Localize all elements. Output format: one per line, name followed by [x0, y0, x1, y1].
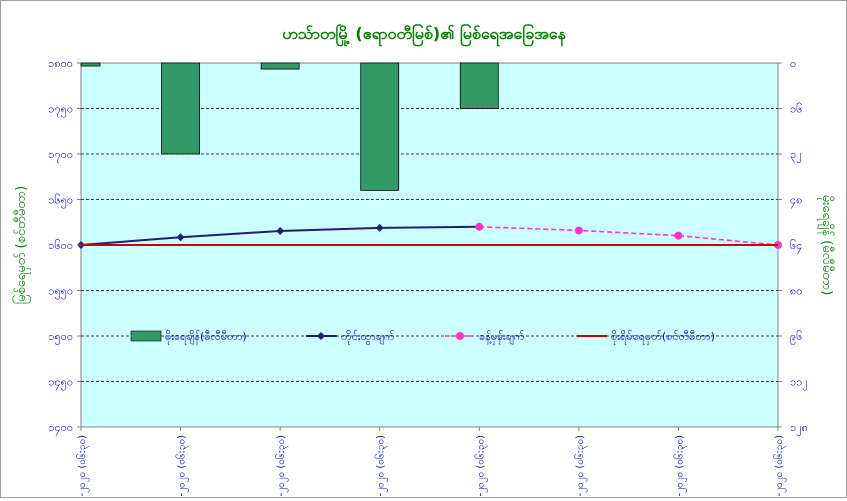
legend-marker-measured [317, 332, 325, 340]
x-tick-label: ၄-၃-၂၀၂၀ (၀၆:၃၀) [473, 435, 488, 497]
legend-label-forecast: ခန့်မှန်းချက် [479, 330, 525, 345]
rainfall-bar [80, 62, 101, 67]
right-tick-label: ၁၂၈ [790, 421, 808, 436]
line-series [77, 222, 782, 249]
left-axis-label: မြစ်ရေမှတ် (စင်တီမီတာ) [12, 186, 31, 304]
forecast-point [674, 231, 683, 240]
chart-title: ဟသ်ာတမြို့ (ဧရာဝတီမြစ်)၏ မြစ်ရေအခြေအနေ [282, 23, 566, 47]
left-tick-label: ၁၅၀၀ [48, 330, 73, 345]
legend-label-measured: တိုင်းထွာချက် [341, 330, 395, 345]
left-tick-label: ၁၈၀၀ [48, 57, 73, 70]
right-tick-label: ၉၆ [790, 330, 802, 345]
rainfall-bar [459, 62, 499, 109]
forecast-point [574, 226, 583, 235]
x-axis-ticks: ၂၉-၂-၂၀၂၀ (၀၆:၃၀) ၁-၃-၂၀၂၀ (၀၆:၃၀) ၂-၃-၂၀၂… [75, 427, 787, 501]
left-tick-label: ၁၆၅၀ [48, 194, 73, 209]
left-tick-label: ၁၄၅၀ [48, 376, 73, 391]
x-tick-label: ၂၉-၂-၂၀၂၀ (၀၆:၃၀) [75, 435, 90, 497]
left-tick-label: ၁၇၅၀ [48, 103, 73, 118]
x-tick-label: ၂-၃-၂၀၂၀ (၀၆:၃၀) [274, 435, 289, 497]
left-tick-label: ၁၆၀၀ [48, 239, 73, 252]
series-line [479, 226, 779, 246]
rainfall-bar [360, 62, 400, 191]
x-tick-label: ၇-၃-၂၀၂၀ (၀၆:၃၀) [772, 435, 787, 497]
rainfall-bars [80, 62, 499, 191]
left-tick-label: ၁၄၀၀ [48, 421, 73, 436]
rainfall-bar [161, 62, 200, 155]
legend-label-rainfall: မိုးရေချိန်(မီလီမီတာ) [165, 330, 247, 345]
right-tick-label: ၆၄ [790, 239, 802, 254]
measured-point [276, 226, 285, 235]
forecast-point [475, 222, 484, 231]
rainfall-bar [260, 62, 300, 70]
right-tick-label: ၀ [790, 57, 796, 70]
left-tick-label: ၁၇၀၀ [48, 148, 73, 163]
legend: မိုးရေချိန်(မီလီမီတာ) တိုင်းထွာချက် ခန့်မှ… [130, 330, 715, 345]
x-tick-label: ၃-၃-၂၀၂၀ (၀၆:၃၀) [374, 435, 389, 497]
legend-swatch-rainfall [130, 330, 162, 342]
right-tick-label: ၃၂ [790, 148, 802, 163]
right-axis-label: မိုးရေချိန် (မီလီမီတာ) [817, 195, 835, 296]
x-tick-label: ၆-၃-၂၀၂၀ (၀၆:၃၀) [672, 435, 687, 497]
x-tick-label: ၅-၃-၂၀၂၀ (၀၆:၃၀) [573, 435, 588, 497]
right-tick-label: ၄၈ [790, 194, 802, 209]
left-tick-label: ၁၅၅၀ [48, 285, 73, 300]
measured-point [176, 233, 185, 242]
x-tick-label: ၁-၃-၂၀၂၀ (၀၆:၃၀) [175, 435, 190, 497]
measured-point [375, 223, 384, 232]
legend-label-warning: စိုးရိမ်ရေမှတ်(စင်တီမီတာ) [611, 330, 715, 345]
right-tick-label: ၁၁၂ [790, 376, 808, 391]
right-tick-label: ၈၀ [790, 285, 802, 298]
legend-marker-forecast [456, 332, 464, 340]
right-tick-label: ၁၆ [790, 103, 802, 116]
